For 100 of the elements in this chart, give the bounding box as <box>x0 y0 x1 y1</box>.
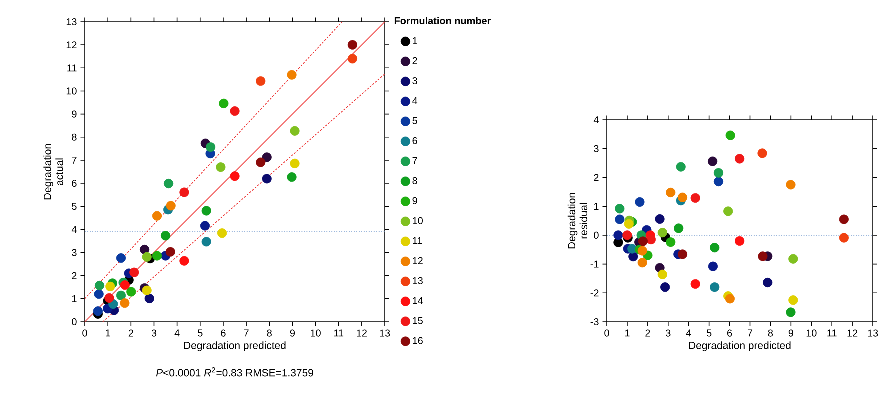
point <box>690 279 700 289</box>
x-tick-label: 8 <box>267 330 272 337</box>
y-tick-label: 0 <box>72 318 77 326</box>
y-tick-label: 9 <box>72 110 77 118</box>
x-tick-label: 9 <box>290 330 296 337</box>
x-tick-label: 0 <box>604 330 610 337</box>
legend-label: 9 <box>412 197 418 204</box>
legend-label: 12 <box>413 257 423 264</box>
y-tick-label: 2 <box>72 272 77 280</box>
legend-label: 5 <box>412 117 418 124</box>
point <box>166 247 176 257</box>
point <box>140 244 150 255</box>
point <box>160 231 171 241</box>
point <box>658 228 668 238</box>
point <box>724 206 734 216</box>
y-tick-label: -1 <box>590 260 599 268</box>
y-tick-label: 12 <box>66 42 77 49</box>
point <box>142 286 152 296</box>
point <box>126 287 136 297</box>
legend-label: 16 <box>413 337 423 344</box>
y-tick-label: 10 <box>66 88 77 95</box>
x-tick-label: 8 <box>768 330 774 337</box>
point <box>638 258 648 268</box>
point <box>230 172 240 182</box>
point <box>735 154 745 164</box>
legend-label: 10 <box>413 217 423 224</box>
x-tick-label: 11 <box>334 330 344 337</box>
x-axis-title: Degradation predicted <box>689 342 791 352</box>
point <box>839 214 849 224</box>
x-axis-title: Degradation predicted <box>184 342 286 352</box>
point <box>152 211 162 221</box>
point <box>256 158 266 168</box>
point <box>256 76 266 86</box>
point <box>786 180 796 190</box>
point <box>142 252 152 262</box>
x-tick-label: 12 <box>357 330 367 337</box>
point <box>690 193 700 204</box>
point <box>94 280 105 291</box>
point <box>615 214 625 224</box>
point <box>622 230 632 240</box>
point <box>735 236 745 246</box>
y-tick-label: 11 <box>68 64 77 72</box>
legend-label: 7 <box>412 157 418 164</box>
point <box>646 234 656 245</box>
point <box>348 54 358 64</box>
y-tick-label: 1 <box>72 295 77 302</box>
point <box>116 254 126 264</box>
point <box>635 197 645 208</box>
y-tick-label: -2 <box>590 290 599 297</box>
x-tick-label: 6 <box>221 330 226 337</box>
point <box>674 224 684 234</box>
point <box>200 221 210 231</box>
point <box>262 174 272 184</box>
point <box>116 290 126 300</box>
point <box>218 228 228 238</box>
point <box>660 282 670 292</box>
legend-label: 13 <box>413 277 423 284</box>
x-tick-label: 1 <box>106 330 110 337</box>
y-axis-title: Degradation residual <box>568 193 588 249</box>
point <box>164 178 174 189</box>
y-tick-label: 1 <box>594 203 599 210</box>
point <box>726 130 736 140</box>
legend-label: 3 <box>412 77 418 85</box>
legend-label: 1 <box>413 37 418 44</box>
point <box>152 251 162 261</box>
point <box>708 262 718 272</box>
point <box>94 290 104 300</box>
legend-label: 14 <box>413 297 424 304</box>
point <box>786 308 796 318</box>
x-tick-label: 13 <box>380 330 390 337</box>
point <box>678 250 688 260</box>
x-tick-label: 2 <box>128 330 134 337</box>
point <box>262 152 272 162</box>
x-tick-label: 5 <box>198 330 203 337</box>
point <box>714 176 724 187</box>
point <box>614 230 624 240</box>
point <box>666 238 676 248</box>
text: P<0.0001 R$^{2}$=0.83 RMSE=1.3759 <box>156 368 314 377</box>
y-tick-label: 2 <box>594 174 599 182</box>
y-tick-label: 5 <box>72 203 77 210</box>
y-tick-label: 3 <box>72 249 77 256</box>
point <box>144 294 154 304</box>
x-tick-label: 4 <box>686 330 692 337</box>
point <box>708 156 718 166</box>
x-tick-label: 4 <box>174 330 180 337</box>
point <box>638 236 648 246</box>
point <box>120 298 130 308</box>
point <box>287 172 297 182</box>
x-tick-label: 12 <box>848 330 858 337</box>
point <box>655 214 665 224</box>
point <box>624 219 634 229</box>
x-tick-label: 1 <box>625 330 630 337</box>
x-tick-label: 0 <box>82 330 88 337</box>
point <box>106 282 116 292</box>
x-tick-label: 2 <box>646 330 650 337</box>
point <box>180 256 190 266</box>
point <box>202 237 212 247</box>
x-tick-label: 5 <box>706 330 712 337</box>
x-tick-label: 7 <box>748 330 753 337</box>
point <box>104 293 114 304</box>
